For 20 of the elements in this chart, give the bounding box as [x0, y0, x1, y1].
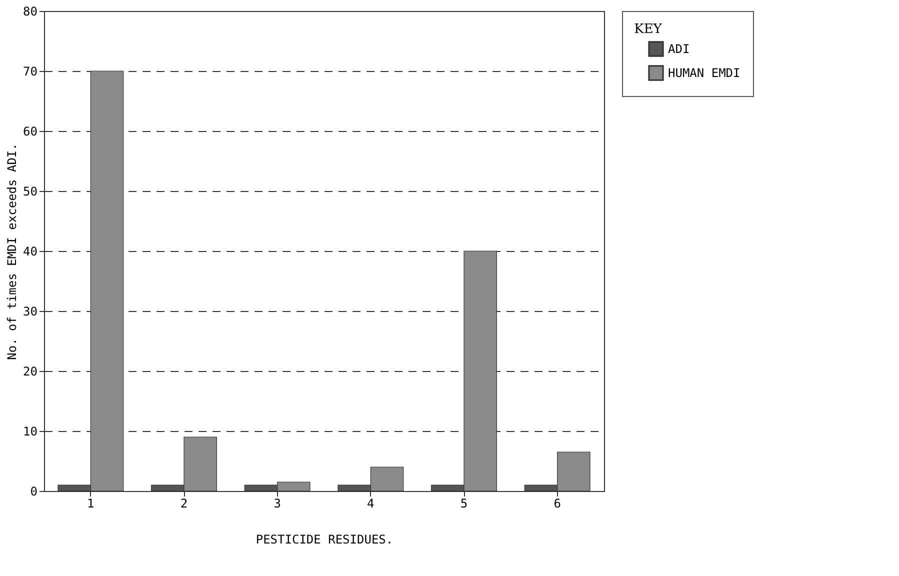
legend-title: KEY — [634, 22, 662, 37]
y-tick-label: 50 — [23, 184, 38, 198]
y-tick-label: 70 — [23, 64, 38, 78]
x-tick-label: 6 — [554, 496, 561, 510]
y-tick-label: 40 — [23, 244, 38, 258]
y-tick-label: 10 — [23, 424, 38, 438]
legend-label: HUMAN EMDI — [668, 66, 740, 80]
y-tick-label: 30 — [23, 304, 38, 318]
y-tick-label: 80 — [23, 4, 38, 18]
x-axis-title: PESTICIDE RESIDUES. — [256, 532, 394, 546]
y-tick-label: 20 — [23, 364, 38, 378]
y-tick-label: 0 — [30, 484, 38, 498]
x-tick-label: 2 — [180, 496, 188, 510]
x-tick-label: 3 — [274, 496, 281, 510]
legend-label: ADI — [668, 42, 690, 56]
y-tick-label: 60 — [23, 124, 38, 138]
y-axis-title: No. of times EMDI exceeds ADI. — [5, 143, 20, 360]
x-tick-label: 4 — [367, 496, 374, 510]
x-tick-label: 1 — [87, 496, 94, 510]
x-tick-label: 5 — [460, 496, 468, 510]
